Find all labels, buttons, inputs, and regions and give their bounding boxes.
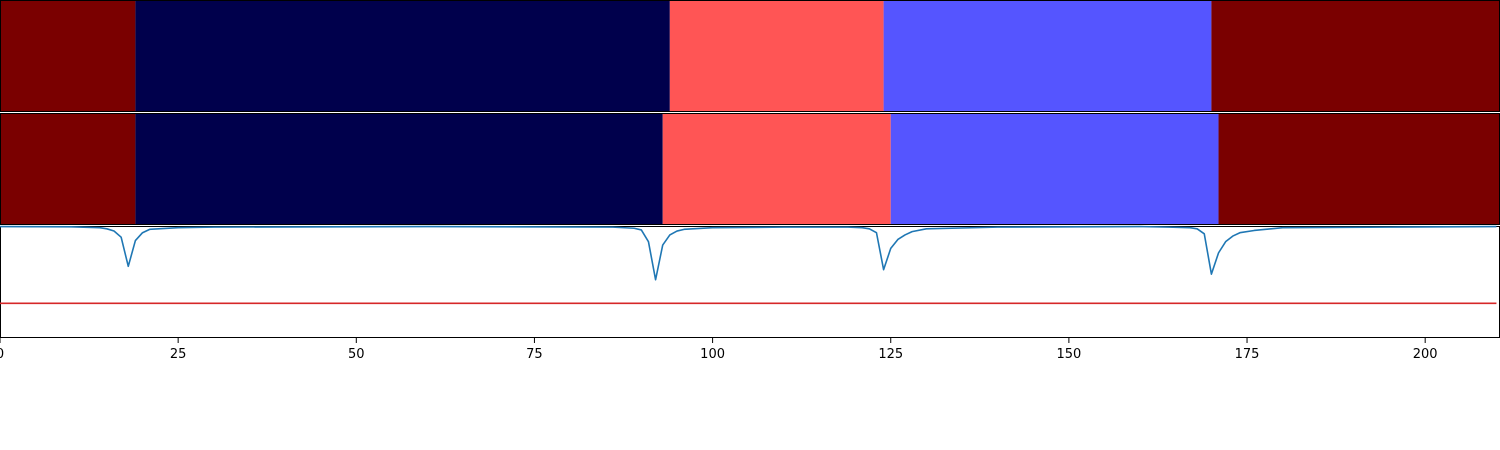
x-tick-label: 200	[1413, 347, 1438, 362]
segment-bar	[662, 113, 891, 225]
x-tick-label: 50	[348, 347, 365, 362]
x-tick-label: 150	[1056, 347, 1081, 362]
x-tick-label: 75	[526, 347, 543, 362]
segment-bar	[135, 0, 670, 112]
segments-panel-predicted	[0, 113, 1500, 225]
segment-bar	[0, 0, 136, 112]
x-tick-label: 0	[0, 347, 4, 362]
segment-bar	[135, 113, 663, 225]
x-tick-label: 100	[700, 347, 725, 362]
segment-bar	[1218, 113, 1500, 225]
segment-bar	[0, 113, 136, 225]
signal-panel	[0, 225, 1500, 338]
x-axis: 0 25 50 75 100 125 150 175 200	[0, 338, 1438, 362]
x-tick-label: 25	[170, 347, 187, 362]
segment-bar	[669, 0, 884, 112]
segments-panel-reference	[0, 0, 1500, 112]
x-tick-label: 175	[1235, 347, 1260, 362]
segment-bar	[890, 113, 1219, 225]
segment-bar	[1211, 0, 1500, 112]
segment-bar	[883, 0, 1212, 112]
panel-frame	[0, 226, 1500, 338]
signal-line	[0, 225, 1497, 281]
x-tick-label: 125	[878, 347, 903, 362]
